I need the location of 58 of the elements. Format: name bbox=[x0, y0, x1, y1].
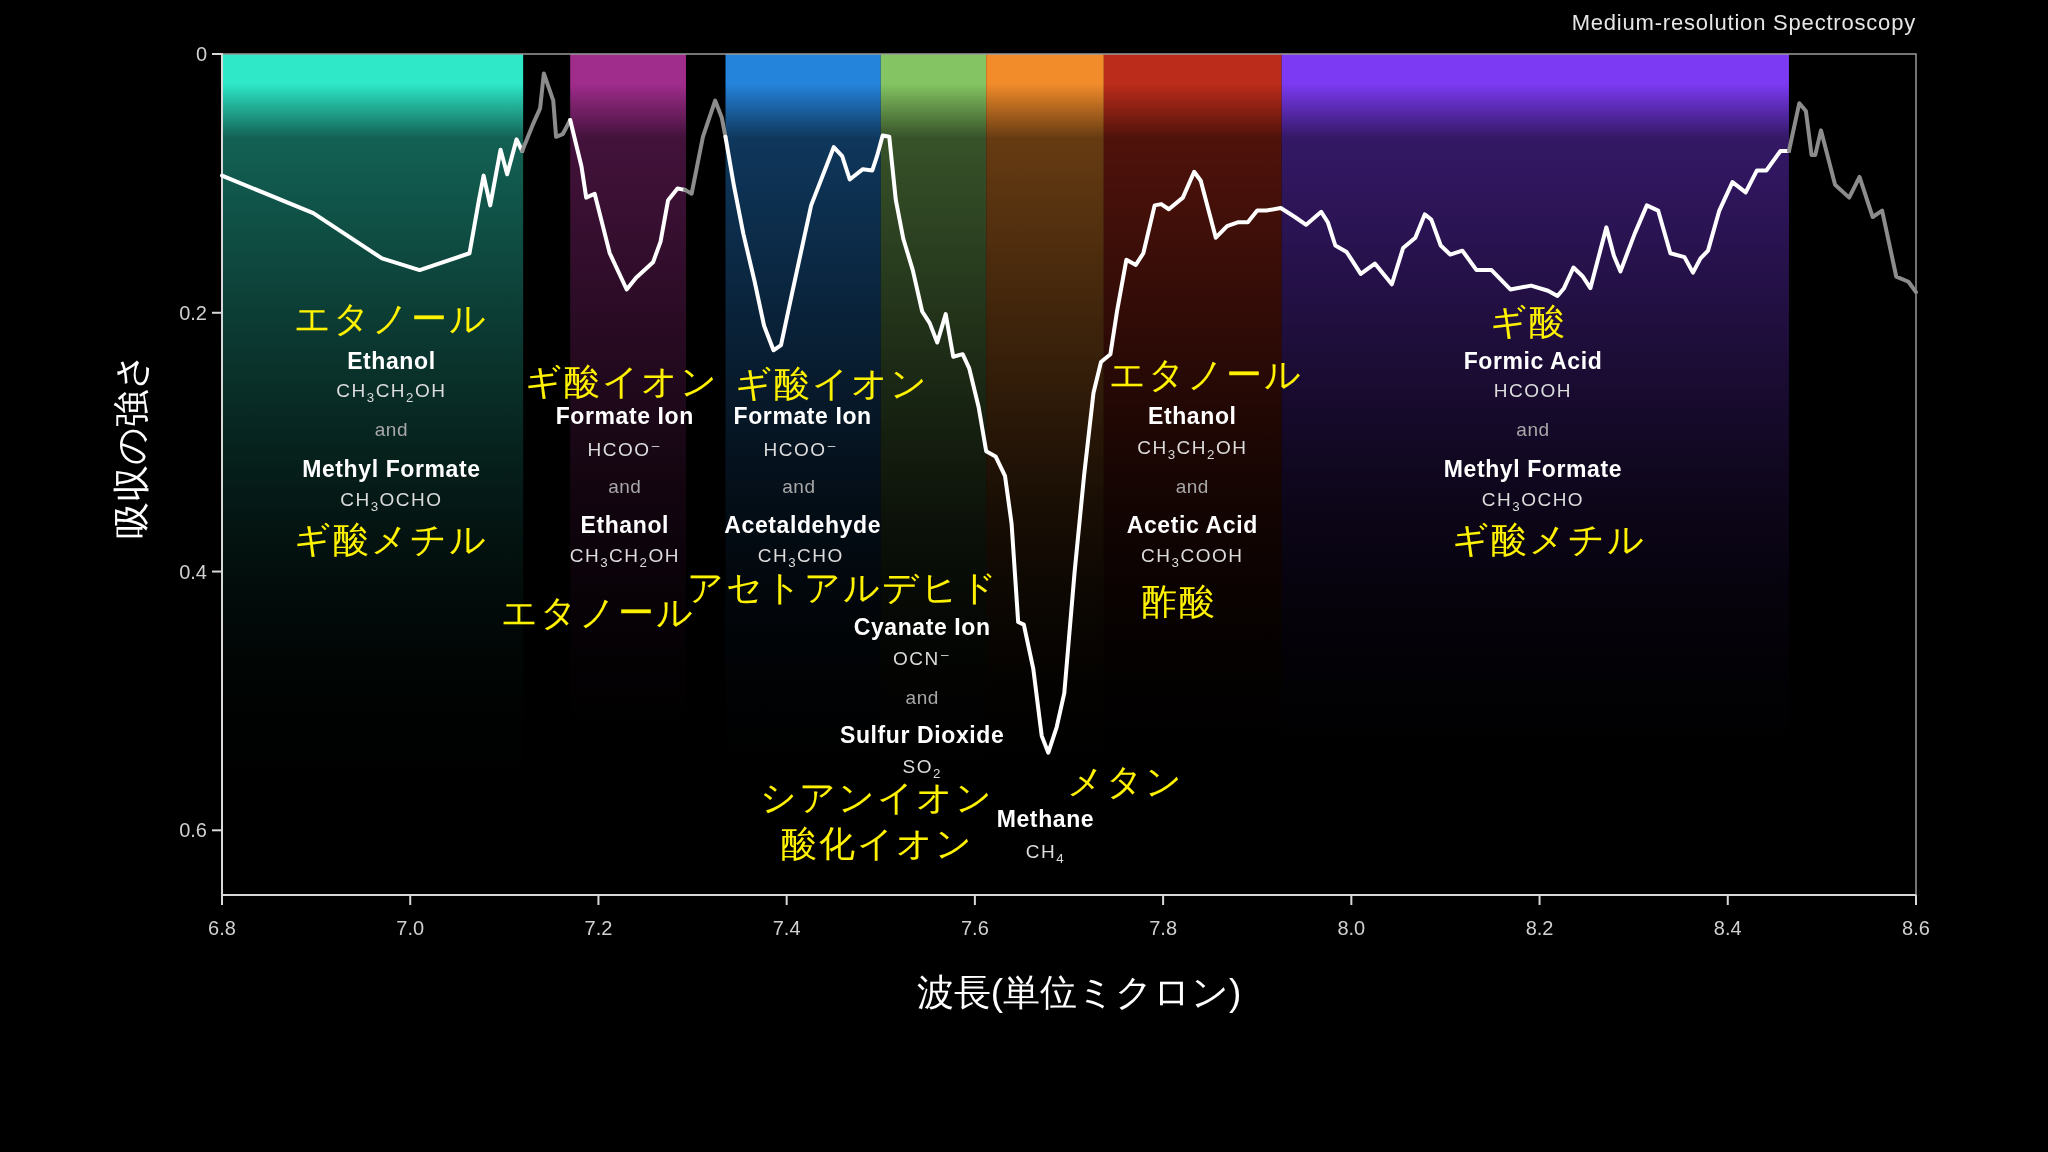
annotation: HCOO⁻ bbox=[763, 438, 839, 460]
annotation: Sulfur Dioxide bbox=[840, 721, 1005, 748]
annotation: Formate Ion bbox=[733, 403, 872, 430]
annotation: CH$_{3}$OCHO bbox=[340, 488, 443, 515]
annotation: メタン bbox=[1066, 760, 1184, 802]
annotation: CH$_{3}$COOH bbox=[1141, 544, 1244, 570]
annotation: HCOOH bbox=[1493, 379, 1573, 401]
chart-title: Medium-resolution Spectroscopy bbox=[1571, 9, 1916, 35]
x-tick-label: 6.8 bbox=[208, 917, 236, 939]
x-tick-label: 8.2 bbox=[1525, 917, 1554, 939]
annotation: and bbox=[782, 475, 816, 497]
y-tick-label: 0.2 bbox=[179, 301, 207, 324]
annotation: Formate Ion bbox=[555, 403, 694, 430]
annotation: CH$_{3}$CH$_{2}$OH bbox=[1137, 436, 1248, 463]
x-tick-label: 7.6 bbox=[960, 917, 989, 939]
x-tick-label: 7.4 bbox=[772, 917, 801, 939]
annotation: Cyanate Ion bbox=[853, 614, 991, 641]
annotation: ギ酸メチル bbox=[294, 518, 489, 560]
annotation: ギ酸 bbox=[1489, 300, 1567, 342]
annotation: CH$_{3}$OCHO bbox=[1481, 488, 1585, 515]
annotation: CH$_{4}$ bbox=[1025, 840, 1066, 867]
annotation: ギ酸メチル bbox=[1451, 518, 1646, 560]
annotation: and bbox=[374, 418, 408, 440]
x-tick-label: 7.8 bbox=[1149, 917, 1178, 939]
x-tick-label: 8.0 bbox=[1337, 917, 1366, 939]
annotation: CH$_{3}$CH$_{2}$OH bbox=[336, 379, 447, 406]
annotation: CH$_{3}$CH$_{2}$OH bbox=[569, 544, 680, 570]
annotation: Ethanol bbox=[1148, 403, 1237, 430]
annotation: エタノール bbox=[1109, 353, 1304, 395]
y-tick-label: 0 bbox=[195, 43, 207, 65]
annotation: HCOO⁻ bbox=[587, 438, 663, 460]
y-tick-label: 0.6 bbox=[179, 819, 207, 842]
annotation: SO$_{2}$ bbox=[902, 755, 942, 781]
y-axis-title: 吸収の強さ bbox=[110, 351, 152, 539]
x-axis-title: 波長(単位ミクロン) bbox=[916, 971, 1242, 1013]
annotation: and bbox=[608, 475, 642, 497]
annotation: 酢酸 bbox=[1141, 580, 1218, 622]
annotation: ギ酸イオン bbox=[524, 360, 719, 402]
annotation: ギ酸イオン bbox=[734, 362, 929, 404]
x-tick-label: 8.6 bbox=[1902, 917, 1930, 939]
annotation: Methyl Formate bbox=[302, 456, 481, 483]
annotation: and bbox=[905, 686, 939, 708]
annotation: Methane bbox=[996, 805, 1095, 832]
annotation: 酸化イオン bbox=[780, 822, 974, 864]
x-tick-label: 7.2 bbox=[584, 917, 613, 939]
annotation: and bbox=[1516, 418, 1550, 440]
annotation: エタノール bbox=[294, 297, 489, 339]
x-tick-label: 7.0 bbox=[396, 917, 425, 939]
annotation: Acetaldehyde bbox=[724, 511, 882, 538]
annotation: Ethanol bbox=[347, 347, 436, 374]
annotation: Formic Acid bbox=[1463, 347, 1603, 374]
annotation: Methyl Formate bbox=[1443, 456, 1623, 483]
annotation: Acetic Acid bbox=[1126, 511, 1258, 538]
annotation: OCN⁻ bbox=[893, 647, 952, 669]
y-tick-label: 0.4 bbox=[179, 560, 207, 583]
x-tick-label: 8.4 bbox=[1713, 917, 1742, 939]
annotation: Ethanol bbox=[580, 511, 670, 538]
annotation: and bbox=[1175, 475, 1209, 497]
